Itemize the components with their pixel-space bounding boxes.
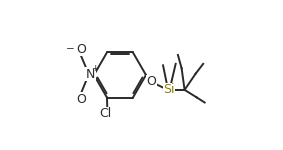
Text: O: O: [77, 43, 86, 56]
Text: −: −: [65, 44, 74, 54]
Text: O: O: [77, 93, 86, 106]
Text: Cl: Cl: [100, 107, 112, 120]
Text: Si: Si: [163, 83, 175, 96]
Text: N: N: [85, 68, 95, 81]
Text: +: +: [91, 64, 99, 73]
Text: O: O: [146, 75, 156, 88]
